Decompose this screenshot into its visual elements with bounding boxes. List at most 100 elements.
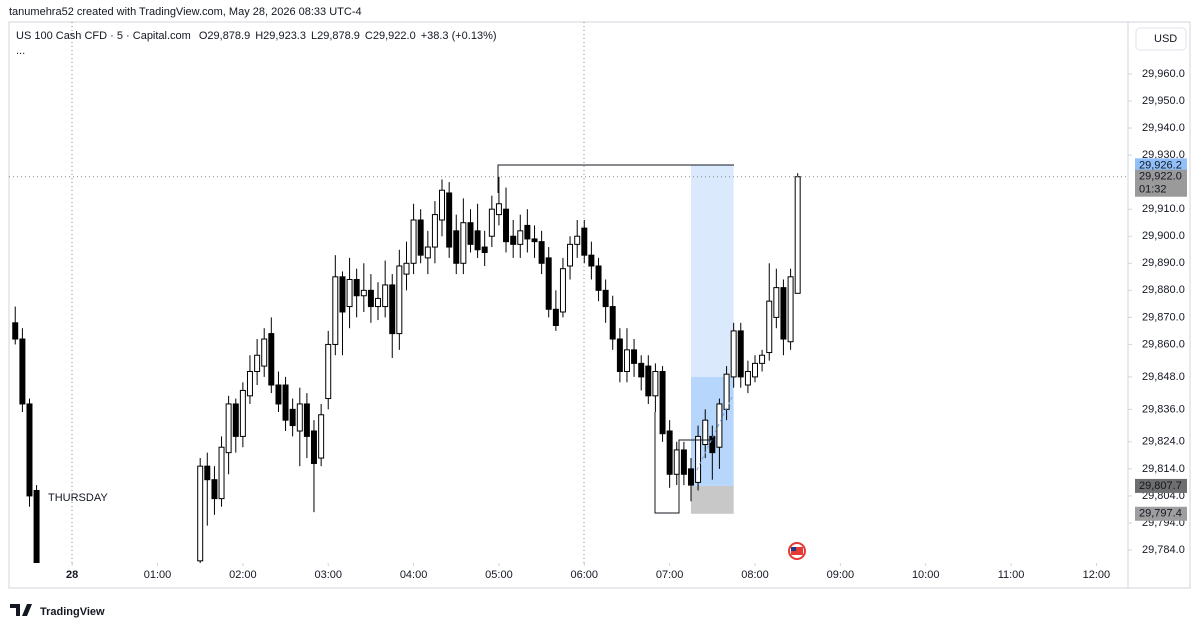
candle-body — [531, 238, 538, 243]
symbol: US 100 Cash CFD · 5 · Capital.com — [16, 30, 191, 42]
countdown-bg — [1135, 182, 1187, 197]
candle-body — [211, 479, 218, 500]
ohlc-value: O29,878.9 — [199, 30, 250, 42]
brand-logo: TradingView — [10, 604, 105, 618]
candle-body — [759, 354, 766, 364]
candle-body — [631, 349, 638, 364]
candle-body — [268, 333, 275, 386]
candle-body — [773, 287, 780, 318]
candle-body — [289, 408, 296, 427]
flag — [791, 547, 803, 555]
price-label-bg — [1135, 169, 1187, 184]
candle-body — [33, 490, 40, 563]
ohlc-value: C29,922.0 — [365, 30, 416, 42]
candle-body — [382, 284, 389, 308]
candle-body — [609, 306, 616, 340]
candle-body — [360, 289, 367, 297]
candle-body — [695, 435, 702, 483]
candle-body — [296, 403, 303, 432]
header: tanumehra52 created with TradingView.com… — [9, 6, 362, 18]
candle-body — [794, 176, 801, 294]
candle-body — [474, 230, 481, 251]
drawings — [497, 164, 734, 514]
candle-body — [659, 370, 666, 435]
candle-body — [623, 349, 630, 372]
x-tick-label: 01:00 — [144, 569, 172, 581]
currency[interactable]: USD — [1154, 33, 1177, 45]
candle-body — [737, 330, 744, 378]
flag-canton — [791, 547, 796, 551]
x-tick-label: 10:00 — [912, 569, 940, 581]
y-tick-label: 29,910.0 — [1142, 203, 1185, 215]
candle-body — [467, 222, 474, 245]
session-label: THURSDAY — [48, 492, 108, 504]
y-tick-label: 29,930.0 — [1142, 149, 1185, 161]
candle-body — [261, 338, 268, 367]
logo-mark — [10, 604, 32, 616]
x-tick-label: 07:00 — [656, 569, 684, 581]
price-label-bg — [1135, 478, 1187, 493]
position-zone — [690, 485, 734, 514]
candle-body — [26, 403, 33, 497]
candle-body — [318, 414, 325, 459]
candle-body — [581, 227, 588, 256]
candle-body — [19, 338, 26, 405]
candle-body — [12, 322, 19, 340]
candle-body — [503, 208, 510, 243]
candle-body — [374, 297, 381, 308]
y-tick-label: 29,824.0 — [1142, 436, 1185, 448]
candle-body — [239, 389, 246, 437]
price-label-bg — [1135, 158, 1187, 173]
candle-body — [787, 276, 794, 343]
candle-body — [446, 192, 453, 248]
x-tick-label: 08:00 — [741, 569, 769, 581]
price-label: 29,922.0 — [1139, 171, 1182, 183]
ohlc-value: L29,878.9 — [311, 30, 360, 42]
x-tick-label: 06:00 — [571, 569, 599, 581]
candle-body — [638, 362, 645, 378]
candle-body — [552, 308, 559, 327]
candle-body — [254, 354, 261, 372]
brand: TradingView — [40, 606, 105, 618]
candle-body — [275, 384, 282, 405]
chart-frame — [8, 21, 1191, 589]
candle-body — [559, 268, 566, 313]
candle-body — [524, 224, 531, 240]
candle-body — [460, 222, 467, 264]
candle-body — [424, 246, 431, 259]
y-tick-label: 29,836.0 — [1142, 403, 1185, 415]
candle-body — [396, 265, 403, 335]
candle-body — [410, 219, 417, 264]
candle-body — [310, 430, 317, 464]
box-drawing — [654, 412, 715, 514]
candle-body — [332, 276, 339, 345]
currency-button[interactable] — [1135, 27, 1187, 51]
candle-body — [673, 449, 680, 475]
candle-body — [246, 370, 253, 397]
candle-body — [595, 265, 602, 291]
candle-body — [752, 362, 758, 378]
candle-body — [766, 300, 773, 354]
candle-body — [574, 235, 581, 245]
time-axis: 28 01:00 02:00 03:00 04:00 05:00 06:00 07:00 08:… — [66, 563, 1110, 581]
y-tick-label: 29,848.0 — [1142, 371, 1185, 383]
x-tick-label: 12:00 — [1083, 569, 1111, 581]
candle-body — [403, 262, 410, 275]
candle-body — [687, 468, 694, 486]
candle-body — [510, 235, 517, 245]
x-tick-label: 09:00 — [827, 569, 855, 581]
x-tick-label: 05:00 — [485, 569, 513, 581]
x-tick-label: 03:00 — [314, 569, 342, 581]
candle-body — [545, 257, 552, 310]
candle-body — [367, 289, 374, 308]
candle-body — [439, 189, 445, 221]
candle-body — [353, 279, 360, 297]
candle-body — [538, 241, 545, 264]
candle-body — [588, 254, 595, 267]
y-tick-label: 29,950.0 — [1142, 95, 1185, 107]
legend: US 100 Cash CFD · 5 · Capital.com ... O2… — [16, 30, 497, 57]
candle-body — [481, 246, 488, 253]
price-label: 29,807.7 — [1139, 480, 1182, 492]
candle-body — [780, 287, 787, 340]
candles — [12, 173, 801, 563]
